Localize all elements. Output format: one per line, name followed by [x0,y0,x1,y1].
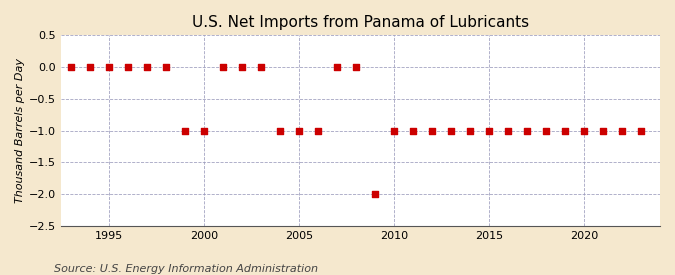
Point [408,128,418,133]
Point [541,128,551,133]
Point [446,128,456,133]
Point [597,128,608,133]
Point [350,65,361,69]
Point [313,128,323,133]
Point [180,128,190,133]
Point [84,65,95,69]
Point [141,65,152,69]
Point [502,128,513,133]
Point [464,128,475,133]
Point [274,128,285,133]
Point [122,65,133,69]
Point [103,65,114,69]
Point [198,128,209,133]
Point [65,65,76,69]
Point [388,128,399,133]
Point [331,65,342,69]
Y-axis label: Thousand Barrels per Day: Thousand Barrels per Day [15,58,25,203]
Point [522,128,533,133]
Point [161,65,171,69]
Point [636,128,647,133]
Point [483,128,494,133]
Point [294,128,304,133]
Point [578,128,589,133]
Point [560,128,570,133]
Title: U.S. Net Imports from Panama of Lubricants: U.S. Net Imports from Panama of Lubrican… [192,15,529,30]
Point [369,192,380,196]
Point [217,65,228,69]
Text: Source: U.S. Energy Information Administration: Source: U.S. Energy Information Administ… [54,264,318,274]
Point [255,65,266,69]
Point [427,128,437,133]
Point [236,65,247,69]
Point [616,128,627,133]
